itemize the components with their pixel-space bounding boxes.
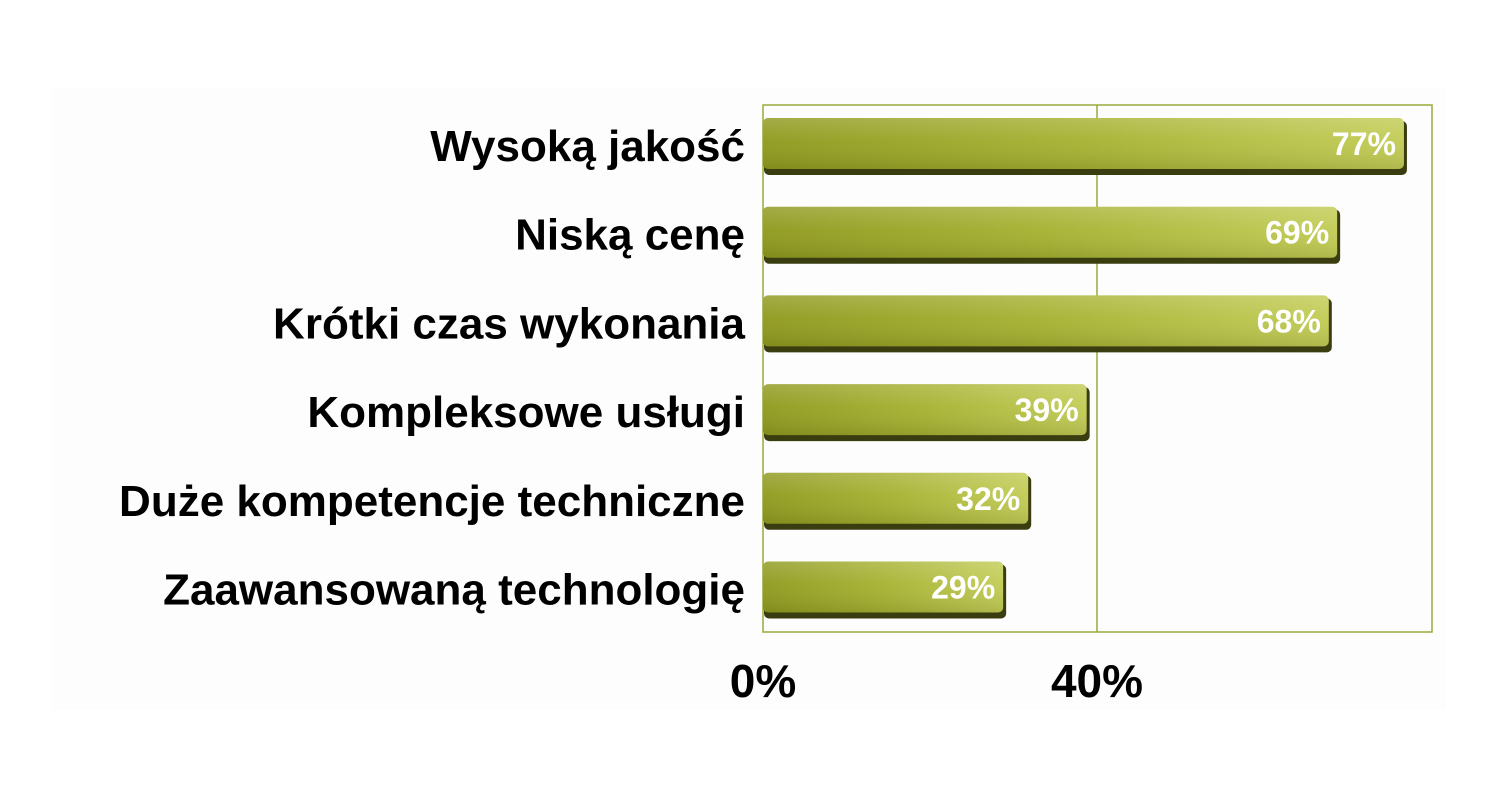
bar-value-label: 29% — [931, 570, 995, 606]
category-label: Wysoką jakość — [430, 122, 745, 171]
bar-value-label: 77% — [1332, 126, 1396, 162]
bar — [763, 295, 1332, 353]
x-tick-label: 40% — [1051, 655, 1143, 707]
bar — [763, 472, 1032, 530]
value-labels: 77% 69% 68% 39% 32% 29% — [931, 126, 1396, 606]
bar-value-label: 39% — [1015, 392, 1079, 428]
category-label: Krótki czas wykonania — [273, 299, 745, 348]
x-tick-label: 0% — [730, 655, 796, 707]
bar-value-label: 68% — [1257, 303, 1321, 339]
category-label: Kompleksowe usługi — [307, 388, 745, 437]
x-axis-tick-labels: 0% 40% — [730, 655, 1143, 707]
category-labels: Wysoką jakość Niską cenę Krótki czas wykon… — [119, 122, 745, 615]
bar — [763, 206, 1341, 264]
category-label: Zaawansowaną technologię — [163, 566, 745, 615]
bar-value-label: 32% — [956, 481, 1020, 517]
bar-value-label: 69% — [1265, 215, 1329, 251]
bar — [763, 118, 1407, 175]
bar — [763, 561, 1007, 619]
category-label: Niską cenę — [515, 211, 745, 260]
bars-group — [763, 118, 1407, 619]
category-label: Duże kompetencje techniczne — [119, 477, 745, 526]
chart-background — [52, 88, 1446, 710]
bar — [763, 384, 1090, 442]
